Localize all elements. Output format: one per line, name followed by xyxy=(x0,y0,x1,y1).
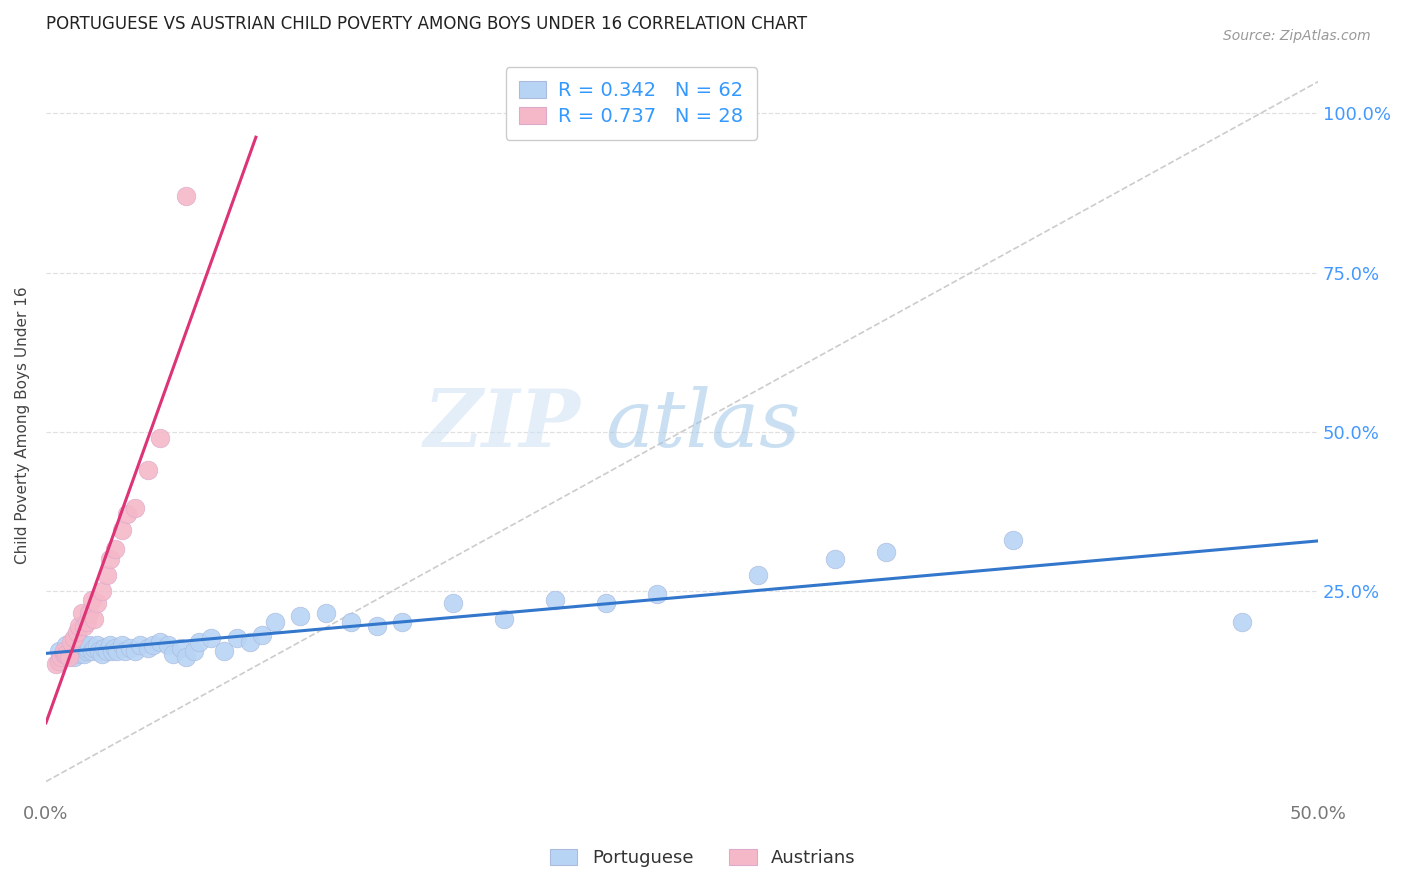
Point xyxy=(77,638,100,652)
Point xyxy=(875,545,897,559)
Point xyxy=(142,638,165,652)
Text: atlas: atlas xyxy=(606,386,801,464)
Point xyxy=(77,606,100,620)
Point xyxy=(51,650,73,665)
Point xyxy=(96,567,118,582)
Point xyxy=(60,634,83,648)
Point xyxy=(441,596,464,610)
Point xyxy=(136,463,159,477)
Point xyxy=(149,634,172,648)
Legend: R = 0.342   N = 62, R = 0.737   N = 28: R = 0.342 N = 62, R = 0.737 N = 28 xyxy=(506,67,756,140)
Point xyxy=(89,644,111,658)
Point xyxy=(45,657,67,671)
Point xyxy=(212,644,235,658)
Point xyxy=(111,638,134,652)
Point xyxy=(67,640,90,655)
Point xyxy=(264,615,287,630)
Point xyxy=(104,542,127,557)
Point xyxy=(55,647,77,661)
Point xyxy=(83,612,105,626)
Point xyxy=(70,644,93,658)
Point xyxy=(391,615,413,630)
Point xyxy=(340,615,363,630)
Point xyxy=(52,650,75,665)
Point xyxy=(55,638,77,652)
Point xyxy=(67,618,90,632)
Point xyxy=(65,632,87,646)
Point xyxy=(366,618,388,632)
Point xyxy=(149,431,172,445)
Point xyxy=(645,587,668,601)
Point xyxy=(58,650,80,665)
Y-axis label: Child Poverty Among Boys Under 16: Child Poverty Among Boys Under 16 xyxy=(15,286,30,564)
Point xyxy=(129,638,152,652)
Point xyxy=(48,654,70,668)
Point xyxy=(114,644,136,658)
Point xyxy=(492,612,515,626)
Point xyxy=(91,583,114,598)
Point xyxy=(105,644,128,658)
Point xyxy=(73,647,96,661)
Point xyxy=(60,644,83,658)
Point xyxy=(76,644,98,658)
Point xyxy=(118,640,141,655)
Text: ZIP: ZIP xyxy=(423,386,581,464)
Point xyxy=(80,644,103,658)
Point xyxy=(225,632,247,646)
Point xyxy=(117,508,139,522)
Point xyxy=(104,640,127,655)
Point xyxy=(824,552,846,566)
Point xyxy=(67,647,90,661)
Point xyxy=(73,638,96,652)
Point xyxy=(162,647,184,661)
Point xyxy=(63,632,86,646)
Point xyxy=(98,552,121,566)
Point xyxy=(93,640,115,655)
Point xyxy=(157,638,180,652)
Point xyxy=(63,650,86,665)
Point xyxy=(174,189,197,203)
Point xyxy=(70,606,93,620)
Point xyxy=(595,596,617,610)
Point xyxy=(83,640,105,655)
Point xyxy=(52,647,75,661)
Point xyxy=(96,644,118,658)
Point xyxy=(187,634,209,648)
Point xyxy=(73,618,96,632)
Text: PORTUGUESE VS AUSTRIAN CHILD POVERTY AMONG BOYS UNDER 16 CORRELATION CHART: PORTUGUESE VS AUSTRIAN CHILD POVERTY AMO… xyxy=(46,15,807,33)
Point xyxy=(544,593,567,607)
Point xyxy=(65,625,87,640)
Point xyxy=(183,644,205,658)
Point xyxy=(136,640,159,655)
Point xyxy=(1001,533,1024,547)
Point xyxy=(124,644,146,658)
Point xyxy=(80,593,103,607)
Legend: Portuguese, Austrians: Portuguese, Austrians xyxy=(543,841,863,874)
Point xyxy=(91,647,114,661)
Point xyxy=(101,644,124,658)
Point xyxy=(48,644,70,658)
Point xyxy=(200,632,222,646)
Point xyxy=(52,644,75,658)
Point xyxy=(98,638,121,652)
Point xyxy=(315,606,337,620)
Text: Source: ZipAtlas.com: Source: ZipAtlas.com xyxy=(1223,29,1371,43)
Point xyxy=(238,634,260,648)
Point xyxy=(60,640,83,655)
Point xyxy=(174,650,197,665)
Point xyxy=(1230,615,1253,630)
Point xyxy=(290,609,312,624)
Point xyxy=(86,596,108,610)
Point xyxy=(76,640,98,655)
Point xyxy=(76,615,98,630)
Point xyxy=(170,640,193,655)
Point xyxy=(60,647,83,661)
Point xyxy=(124,500,146,515)
Point xyxy=(252,628,274,642)
Point xyxy=(747,567,769,582)
Point xyxy=(111,523,134,537)
Point xyxy=(86,638,108,652)
